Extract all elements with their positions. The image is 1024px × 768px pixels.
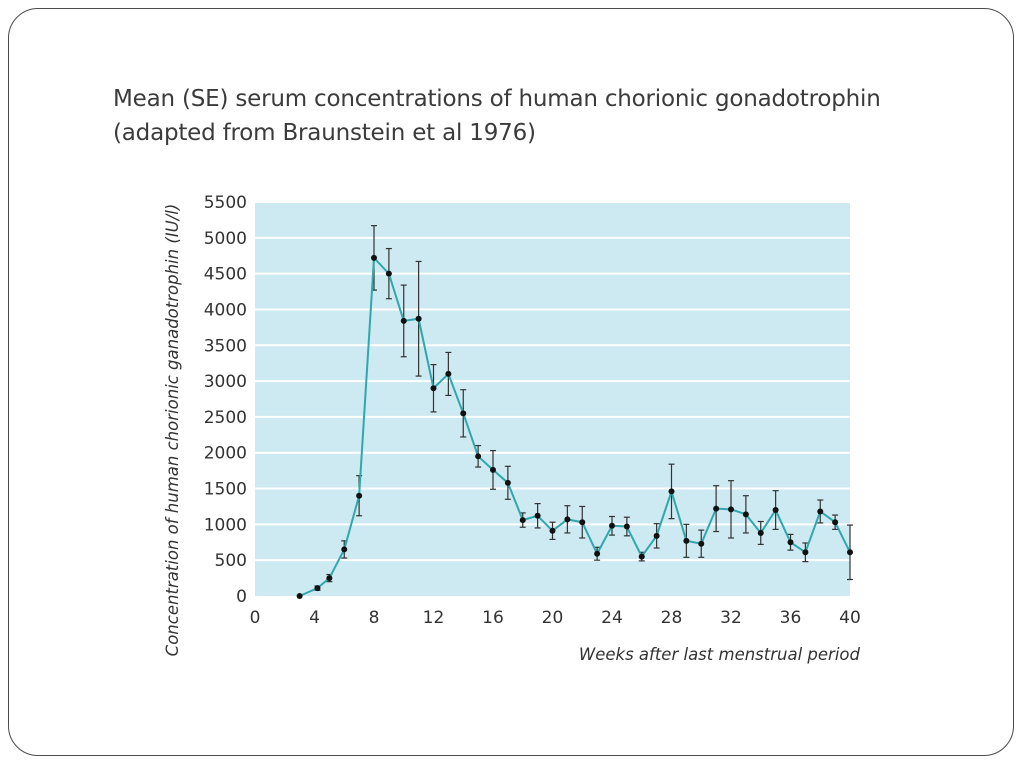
x-tick-label-4: 4 bbox=[309, 608, 320, 628]
data-point-23 bbox=[638, 553, 645, 560]
x-tick-label-0: 0 bbox=[250, 608, 261, 628]
data-point-15 bbox=[519, 517, 526, 524]
data-point-14 bbox=[504, 479, 511, 486]
x-tick-label-24: 24 bbox=[601, 608, 623, 628]
data-point-3 bbox=[341, 546, 348, 553]
data-point-12 bbox=[475, 453, 482, 460]
data-point-31 bbox=[757, 529, 764, 536]
data-point-13 bbox=[490, 466, 496, 473]
data-point-22 bbox=[623, 523, 630, 530]
data-point-7 bbox=[400, 317, 407, 324]
y-axis-label: Concentration of human chorionic ganadot… bbox=[163, 204, 182, 657]
data-point-20 bbox=[594, 550, 601, 557]
x-tick-label-40: 40 bbox=[839, 608, 861, 628]
data-point-10 bbox=[445, 370, 452, 377]
x-tick-label-28: 28 bbox=[661, 608, 683, 628]
data-point-21 bbox=[609, 522, 615, 529]
grid-lines bbox=[255, 201, 850, 562]
x-tick-label-12: 12 bbox=[423, 608, 445, 628]
series-line bbox=[299, 256, 851, 597]
y-tick-label-0: 0 bbox=[236, 587, 247, 607]
slide-title-line-2: (adapted from Braunstein et al 1976) bbox=[113, 120, 536, 146]
data-point-25 bbox=[668, 488, 675, 495]
y-axis-tick-labels: 0 500 1000 1500 2000 2500 3000 3500 4000 4500 5000… bbox=[204, 193, 247, 607]
data-point-27 bbox=[698, 540, 705, 547]
y-tick-label-3000: 3000 bbox=[204, 372, 247, 392]
data-point-37 bbox=[847, 549, 853, 556]
x-tick-label-32: 32 bbox=[720, 608, 742, 628]
data-point-4 bbox=[356, 492, 363, 499]
data-point-28 bbox=[713, 505, 720, 512]
y-tick-label-1000: 1000 bbox=[204, 515, 247, 535]
y-tick-label-1500: 1500 bbox=[204, 480, 247, 500]
data-point-30 bbox=[742, 511, 749, 518]
data-point-24 bbox=[653, 532, 660, 539]
data-point-32 bbox=[772, 507, 779, 514]
x-axis-tick-labels: 0 4 8 12 16 20 24 28 32 36 40 bbox=[250, 608, 861, 628]
data-point-5 bbox=[371, 254, 377, 261]
data-point-16 bbox=[534, 512, 541, 519]
data-point-6 bbox=[385, 270, 392, 277]
y-tick-label-2500: 2500 bbox=[204, 408, 247, 428]
data-point-26 bbox=[683, 537, 690, 544]
x-tick-label-36: 36 bbox=[780, 608, 802, 628]
y-tick-label-5000: 5000 bbox=[204, 229, 247, 249]
x-tick-label-8: 8 bbox=[369, 608, 380, 628]
data-point-34 bbox=[802, 549, 809, 556]
y-tick-label-3500: 3500 bbox=[204, 336, 247, 356]
data-point-18 bbox=[564, 516, 571, 523]
data-point-2 bbox=[326, 575, 333, 582]
data-point-0 bbox=[296, 593, 303, 599]
data-point-29 bbox=[728, 506, 734, 513]
y-tick-label-2000: 2000 bbox=[204, 444, 247, 464]
y-tick-label-5500: 5500 bbox=[204, 193, 247, 213]
slide-title-line-1: Mean (SE) serum concentrations of human … bbox=[113, 86, 881, 112]
x-tick-label-20: 20 bbox=[542, 608, 564, 628]
data-point-19 bbox=[579, 519, 586, 526]
data-point-35 bbox=[817, 508, 824, 515]
x-tick-label-16: 16 bbox=[482, 608, 504, 628]
data-point-36 bbox=[832, 519, 839, 526]
y-tick-label-4000: 4000 bbox=[204, 300, 247, 320]
y-tick-label-4500: 4500 bbox=[204, 265, 247, 285]
data-point-11 bbox=[460, 410, 467, 417]
data-point-1 bbox=[314, 585, 321, 592]
x-axis-label: Weeks after last menstrual period bbox=[579, 645, 861, 664]
data-point-9 bbox=[430, 385, 437, 392]
data-point-17 bbox=[549, 527, 556, 534]
data-point-markers bbox=[296, 254, 853, 599]
slide-title: Mean (SE) serum concentrations of human … bbox=[113, 82, 993, 150]
y-tick-label-500: 500 bbox=[215, 551, 247, 571]
data-point-8 bbox=[415, 315, 422, 322]
data-point-33 bbox=[787, 539, 794, 546]
